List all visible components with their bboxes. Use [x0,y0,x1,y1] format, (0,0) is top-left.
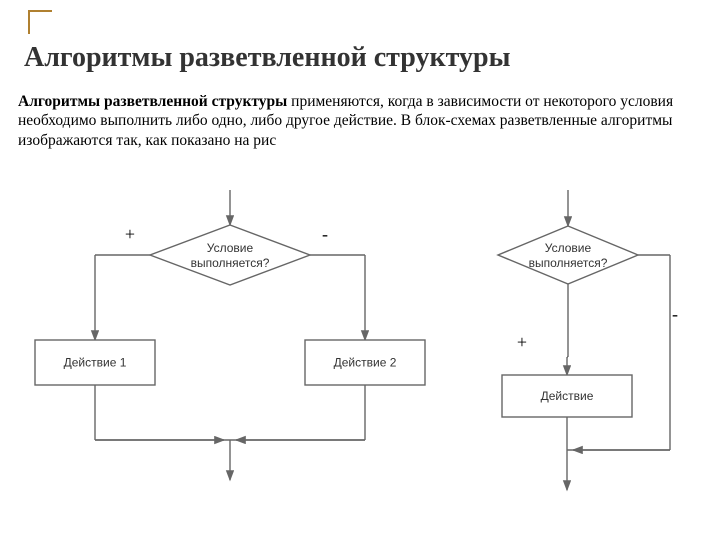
svg-text:выполняется?: выполняется? [529,256,608,270]
intro-bold: Алгоритмы разветвленной структуры [18,93,287,110]
svg-text:-: - [322,224,328,244]
svg-text:Условие: Условие [545,241,592,255]
flowchart-svg: Условиевыполняется?+-Действие 1Действие … [0,190,720,520]
svg-text:+: + [517,332,527,352]
svg-text:выполняется?: выполняется? [191,256,270,270]
svg-text:Действие 2: Действие 2 [334,356,397,370]
intro-paragraph: Алгоритмы разветвленной структуры примен… [18,92,696,150]
svg-text:Действие: Действие [541,389,594,403]
svg-text:+: + [125,224,135,244]
page-title: Алгоритмы разветвленной структуры [24,42,510,74]
svg-text:-: - [672,304,678,324]
svg-text:Условие: Условие [207,241,254,255]
slide-corner-decoration [28,10,52,34]
svg-text:Действие 1: Действие 1 [64,356,127,370]
